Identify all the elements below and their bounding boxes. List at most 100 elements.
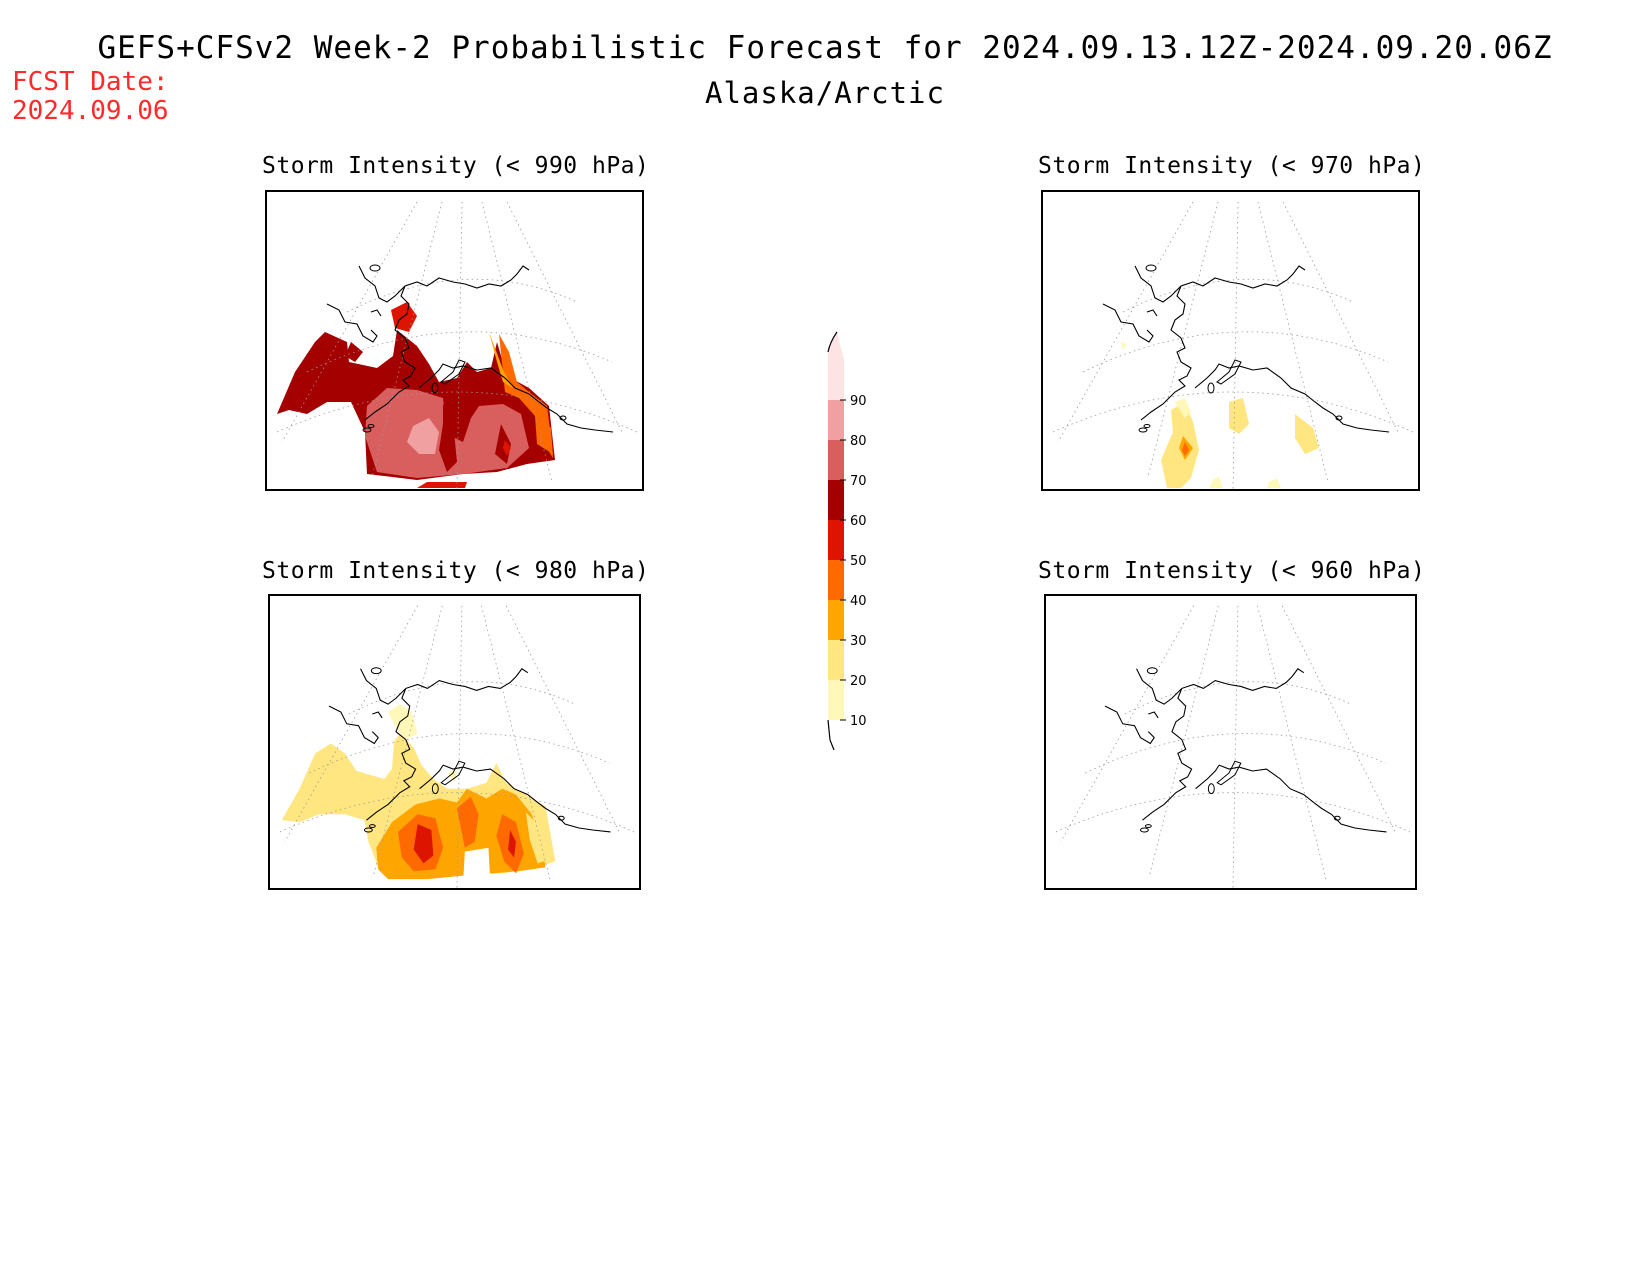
colorbar-segment [828, 360, 844, 400]
panel-title-980: Storm Intensity (< 980 hPa) [262, 558, 650, 584]
island-outline [370, 667, 382, 675]
parallel-line [309, 733, 610, 774]
island-outline [431, 783, 439, 795]
parallel-line [279, 792, 635, 833]
map-panel-980 [268, 594, 641, 890]
parallel-line [348, 681, 576, 715]
probability-area-20 [1295, 414, 1319, 454]
probability-area-20 [525, 812, 550, 864]
island-outline [1145, 264, 1157, 272]
colorbar-tick-label: 30 [850, 634, 867, 649]
map-panel-990 [265, 190, 644, 491]
basemap [276, 201, 638, 489]
parallel-line [1122, 278, 1354, 313]
colorbar-tick-label: 50 [850, 554, 867, 569]
basemap [1055, 605, 1411, 888]
colorbar-segment [828, 640, 844, 680]
island-outline [1143, 424, 1151, 428]
map-svg-960 [1055, 605, 1411, 888]
coastline [1102, 265, 1390, 433]
meridian-line [371, 201, 443, 478]
meridian-line [1147, 201, 1219, 478]
probability-area-50 [503, 440, 511, 456]
probability-area-40 [456, 796, 479, 848]
island-outline [557, 815, 565, 821]
colorbar-top-outline [827, 331, 838, 353]
colorbar-tick-label: 10 [850, 714, 867, 729]
probability-area-50 [391, 302, 417, 332]
peninsula-outline [1216, 760, 1242, 786]
white-gap [462, 847, 491, 888]
island-outline [363, 827, 373, 833]
island-outline [369, 264, 381, 272]
parallel-line [1085, 733, 1386, 774]
probability-area-10 [447, 769, 457, 783]
probability-area-60 [345, 342, 363, 362]
probability-area-40 [1182, 442, 1189, 456]
probability-area-60 [439, 404, 457, 472]
island-outline [1138, 427, 1148, 433]
peninsula-outline [1216, 359, 1242, 385]
coastline [1104, 668, 1387, 833]
probability-area-10 [1175, 398, 1191, 418]
island-outline [1139, 827, 1149, 833]
probability-colorbar: 10 20 30 40 50 60 70 80 90 [820, 330, 890, 761]
map-panel-960 [1044, 594, 1417, 890]
colorbar-segment [828, 560, 844, 600]
map-svg-980 [279, 605, 635, 888]
probability-area-10 [388, 704, 418, 740]
probability-area-10 [1209, 476, 1223, 488]
region-subtitle: Alaska/Arctic [705, 76, 945, 110]
meridian-line [1232, 201, 1239, 489]
meridian-line [1282, 201, 1399, 433]
forecast-date-label: FCST Date: [12, 67, 169, 97]
map-svg-970 [1052, 201, 1414, 489]
meridian-line [1057, 201, 1194, 443]
island-outline [367, 424, 375, 428]
parallel-line [1082, 331, 1389, 373]
main-title: GEFS+CFSv2 Week-2 Probabilistic Forecast… [97, 30, 1553, 66]
colorbar-segment [828, 680, 844, 720]
probability-area-10 [1121, 342, 1127, 350]
colorbar-bottom-cap [827, 719, 839, 761]
meridian-line [372, 605, 443, 877]
panel-title-970: Storm Intensity (< 970 hPa) [1038, 153, 1426, 179]
island-outline [431, 382, 439, 394]
island-outline [1333, 815, 1341, 821]
island-outline [1207, 382, 1215, 394]
colorbar-tick-label: 60 [850, 514, 867, 529]
colorbar-segment [828, 440, 844, 480]
meridian-line [1232, 605, 1239, 888]
parallel-line [306, 331, 613, 373]
meridian-line [1257, 201, 1329, 483]
island-outline [1144, 824, 1152, 829]
panel-title-960: Storm Intensity (< 960 hPa) [1038, 558, 1426, 584]
island-outline [559, 415, 567, 421]
map-svg-990 [276, 201, 638, 489]
map-panel-970 [1041, 190, 1420, 491]
probability-area-40 [537, 414, 553, 458]
meridian-line [481, 201, 553, 483]
colorbar-tick-label: 40 [850, 594, 867, 609]
colorbar-tick-label: 80 [850, 434, 867, 449]
meridian-line [1281, 605, 1396, 833]
basemap [279, 605, 635, 888]
colorbar-segment [828, 400, 844, 440]
parallel-line [1052, 391, 1414, 433]
forecast-date-value: 2024.09.06 [12, 96, 169, 126]
island-outline [368, 824, 376, 829]
island-outline [1146, 667, 1158, 675]
probability-area-70 [365, 388, 529, 478]
basemap [1052, 201, 1414, 489]
meridian-line [281, 201, 418, 443]
meridian-line [284, 605, 418, 842]
probability-area-50 [413, 824, 434, 864]
colorbar-segment [828, 600, 844, 640]
island-outline [1335, 415, 1343, 421]
probability-area-20 [1229, 398, 1249, 434]
meridian-line [481, 605, 551, 882]
colorbar-tick-label: 90 [850, 394, 867, 409]
parallel-line [346, 278, 578, 313]
probability-area-10 [1267, 478, 1281, 488]
meridian-line [1257, 605, 1327, 882]
